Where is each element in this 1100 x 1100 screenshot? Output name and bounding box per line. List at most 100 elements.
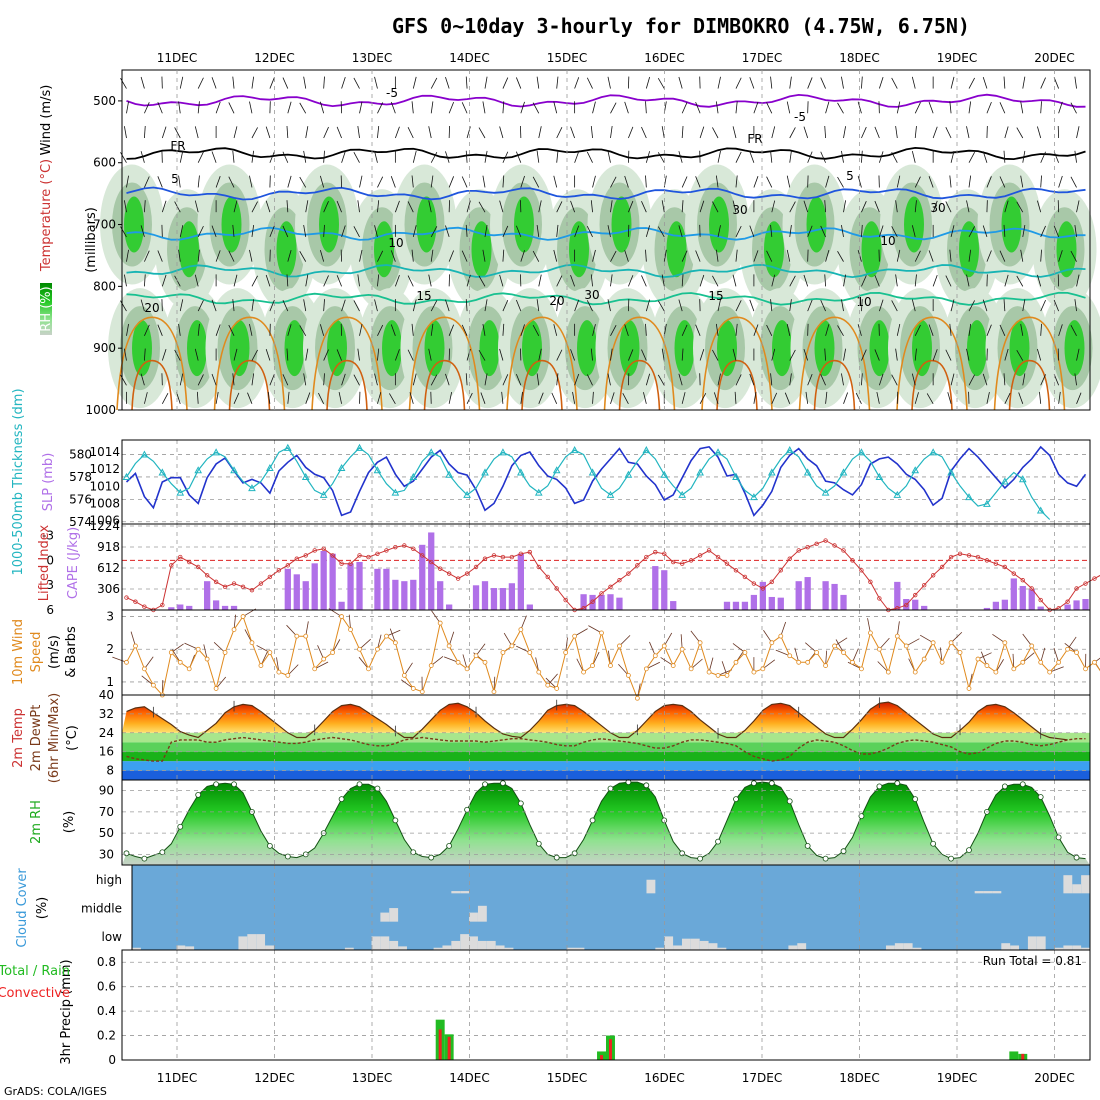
wind-barb [1040,249,1042,262]
precip-tick: 0.6 [97,980,116,994]
wind-barb [914,200,917,213]
wind-barb [532,176,540,188]
cape-bar [822,581,829,610]
wind-barb [269,151,275,163]
cape-bar [419,544,426,610]
li-point [384,548,389,553]
wind-panel: 1 2 3 10m Wind Speed (m/s) & Barbs [11,608,1100,701]
wind-speed-point [778,633,784,639]
wind-barb [770,150,773,163]
li-point [393,544,398,550]
wind-barb [412,150,417,163]
wind-speed-point [1056,659,1062,665]
cape-bar [607,594,614,610]
wind-barb [843,200,846,213]
wind-barb [465,373,468,386]
wind-barb [914,126,917,139]
bottom-date-tick: 16DEC [644,1071,684,1085]
wind-barb [357,348,360,361]
wind-barb [197,374,204,386]
cloud-bar-low [371,936,381,950]
wind-speed-point [652,653,658,659]
cape-bar [329,553,336,610]
wind-barb [287,101,292,114]
contour-label: 10 [856,295,871,309]
wind-barb [305,126,309,139]
wind-barb [770,373,773,386]
wind-barb [914,392,919,404]
wind-barb [586,225,593,238]
wind-barb [1070,250,1077,262]
wind-barb [412,76,417,89]
wind-barb [286,348,289,361]
wind-barb [699,126,705,139]
wind-barb [144,126,146,139]
wind-barb [678,225,683,238]
wind-barb [386,629,401,637]
wind-barb [1074,150,1077,163]
cape-bar [894,581,901,610]
warm-isotherm [798,316,871,411]
wind-barb [645,151,651,163]
wind-barb [837,176,844,188]
wind-barb [144,176,150,188]
wind-barb [461,324,468,336]
wind-barb [445,77,450,89]
wind-barb [803,274,809,287]
rh2m-axis-label: 2m RH [29,800,44,844]
wind-barb [390,101,396,114]
li-point [554,586,559,591]
wind-barb [681,176,688,188]
wind-tick: 1 [106,675,114,689]
cloud-bar-low [788,945,798,950]
wind-speed-point [984,663,990,668]
wind-barb [1022,150,1026,163]
wind-barb [770,76,773,89]
cape-bar [580,594,587,610]
li-point [446,571,452,576]
rh-point [1037,794,1044,800]
warm-isotherm [603,316,676,411]
precipitation-panel: 0 0.2 0.4 0.6 0.8 Run Total = 0.81 3hr Precip … [0,949,1091,1067]
temp-band [122,751,1090,762]
li-point [1038,597,1043,603]
wind-barb [717,150,721,163]
wind-barb [341,77,346,89]
wind-barb [265,274,271,287]
wind-barb [319,249,325,262]
wind-barb [461,176,468,188]
wind-barb [574,77,580,89]
wind-barb [215,250,221,262]
wind-barb [628,126,634,139]
wind-barb [269,373,275,386]
wind-barb [179,299,184,312]
wind-barb [735,175,738,188]
wind-barb [950,225,955,238]
rh-point [141,855,148,862]
rh-tick: 50 [99,826,114,840]
li-point [509,554,515,560]
wind-barb [428,274,432,287]
wind-barb [538,348,542,361]
wind-speed-point [536,669,542,675]
wind-speed-point [303,633,309,639]
wind-barb [443,656,459,663]
thickness-point [965,493,973,501]
thickness-point [122,472,131,480]
wind-barb [359,638,371,650]
wind-barb [428,126,432,139]
wind-barb [896,175,901,188]
cape-bar [168,607,175,610]
pressure-axis-label: (millibars) [84,207,99,273]
wind-speed-point [1092,659,1097,665]
temp-band [122,732,1090,743]
wind-barb [197,249,200,262]
thickness-point [660,470,669,478]
precip-tick: 0 [108,1053,116,1067]
wind-barb [303,373,307,386]
rh-shade [1001,196,1022,253]
wind-barb [708,657,714,673]
wind-barb [357,126,360,139]
li-point [671,559,676,565]
wind-barb [681,102,688,114]
